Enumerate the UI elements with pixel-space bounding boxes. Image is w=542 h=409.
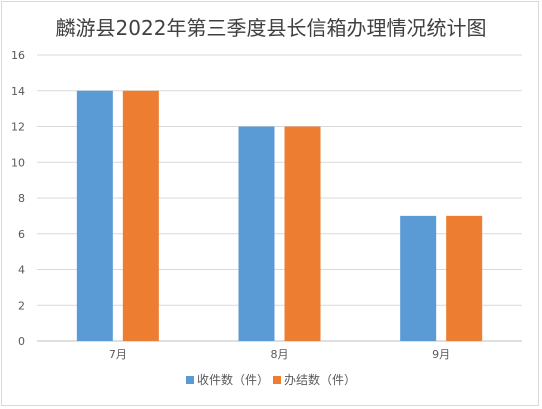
bar-series-2-2 bbox=[284, 126, 321, 341]
y-tick-label: 12 bbox=[11, 121, 25, 134]
y-tick-label: 8 bbox=[18, 192, 25, 205]
bar-series-1-3 bbox=[400, 215, 437, 341]
legend-label-1: 收件数（件） bbox=[197, 372, 269, 387]
bar-series-1-1 bbox=[76, 90, 113, 341]
chart-title: 麟游县2022年第三季度县长信箱办理情况统计图 bbox=[55, 16, 487, 40]
x-tick-label: 8月 bbox=[271, 348, 289, 361]
y-tick-label: 0 bbox=[18, 335, 25, 348]
y-tick-label: 2 bbox=[18, 299, 25, 312]
bar-series-2-1 bbox=[122, 90, 159, 341]
bar-series-1-2 bbox=[238, 126, 275, 341]
y-tick-label: 4 bbox=[18, 264, 25, 277]
x-tick-label: 7月 bbox=[109, 348, 127, 361]
bar-series-2-3 bbox=[446, 215, 483, 341]
legend-swatch-2 bbox=[273, 376, 281, 384]
legend-label-2: 办结数（件） bbox=[284, 372, 356, 387]
y-tick-label: 14 bbox=[11, 85, 25, 98]
y-tick-label: 10 bbox=[11, 156, 25, 169]
y-tick-label: 6 bbox=[18, 228, 25, 241]
legend-swatch-1 bbox=[186, 376, 194, 384]
y-tick-label: 16 bbox=[11, 49, 25, 62]
x-tick-label: 9月 bbox=[432, 348, 450, 361]
